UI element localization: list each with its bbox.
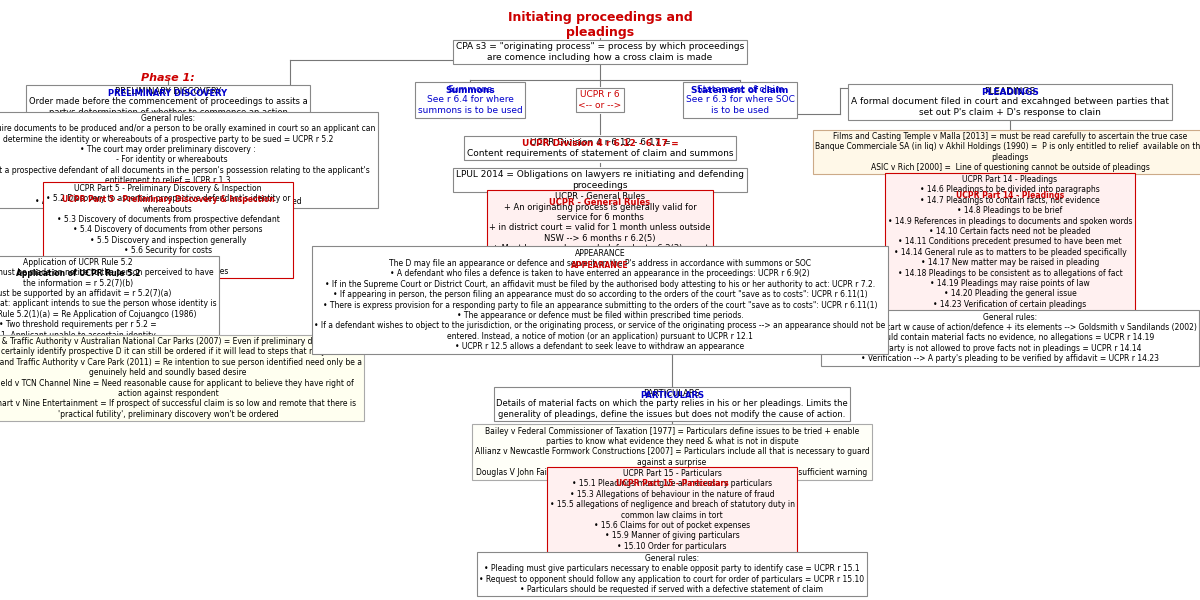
Text: PLEADINGS
A formal document filed in court and excahnged between parties that
se: PLEADINGS A formal document filed in cou… bbox=[851, 87, 1169, 117]
Text: UCPR Part 15 - Particulars
• 15.1 Pleadings must give all necessary particulars
: UCPR Part 15 - Particulars • 15.1 Pleadi… bbox=[550, 469, 794, 551]
Text: Initiating proceedings and
pleadings: Initiating proceedings and pleadings bbox=[508, 11, 692, 39]
Text: Application of UCPR Rule 5.2: Application of UCPR Rule 5.2 bbox=[16, 269, 140, 278]
Text: PARTICULARS
Details of material facts on which the party relies in his or her pl: PARTICULARS Details of material facts on… bbox=[496, 389, 848, 419]
Text: Summons: Summons bbox=[445, 86, 494, 95]
Text: PLEADINGS: PLEADINGS bbox=[982, 88, 1039, 97]
Text: UCPR Division 4 r 6.12 - 6.17 =: UCPR Division 4 r 6.12 - 6.17 = bbox=[522, 139, 678, 148]
Text: PRELIMINARY DISCOVERY: PRELIMINARY DISCOVERY bbox=[108, 89, 228, 98]
Text: PARTICULARS: PARTICULARS bbox=[640, 391, 704, 400]
Text: LPUL 2014 = Obligations on lawyers re initiating and defending
proceedings: LPUL 2014 = Obligations on lawyers re in… bbox=[456, 170, 744, 190]
Text: Statement of claim: Statement of claim bbox=[691, 86, 788, 95]
Text: Phase 1:: Phase 1: bbox=[142, 73, 194, 83]
Text: CPA s3 = "originating process" = process by which proceedings
are comence includ: CPA s3 = "originating process" = process… bbox=[456, 42, 744, 62]
Text: General rules:
• Pleading must give particulars necessary to enable opposit part: General rules: • Pleading must give part… bbox=[480, 554, 864, 594]
Text: General rules:
• Pleader must start w cause of action/defence + its elements -->: General rules: • Pleader must start w ca… bbox=[823, 313, 1196, 363]
Text: UCPR Part 15 - Particulars: UCPR Part 15 - Particulars bbox=[616, 479, 728, 488]
Text: Films and Casting Temple v Malla [2013] = must be read carefully to ascertain th: Films and Casting Temple v Malla [2013] … bbox=[815, 132, 1200, 172]
Text: UCPR Part 5 - Preliminary Discovery & Inspection
• 5.2 Discovery to ascertain pr: UCPR Part 5 - Preliminary Discovery & In… bbox=[46, 184, 290, 276]
Text: PRELIMINARY DISCOVERY
Order made before the commencement of proceedings to assit: PRELIMINARY DISCOVERY Order made before … bbox=[29, 87, 307, 117]
Text: UCPR - General Rules: UCPR - General Rules bbox=[550, 198, 650, 208]
Text: UCPR r 6
<-- or -->: UCPR r 6 <-- or --> bbox=[578, 90, 622, 110]
Text: APPEARANCE: APPEARANCE bbox=[571, 261, 629, 270]
Text: UCPR Part 14 - Pleadings: UCPR Part 14 - Pleadings bbox=[956, 191, 1064, 200]
Text: UCPR Part 14 - Pleadings
• 14.6 Pleadings to be divided into paragraphs
• 14.7 P: UCPR Part 14 - Pleadings • 14.6 Pleading… bbox=[888, 175, 1133, 309]
Text: Application of UCPR Rule 5.2
• Application must be made on notice to the person : Application of UCPR Rule 5.2 • Applicati… bbox=[0, 258, 216, 350]
Text: Roads & Traffic Authority v Australian National Car Parks (2007) = Even if preli: Roads & Traffic Authority v Australian N… bbox=[0, 337, 362, 419]
Text: UCPR - General Rules
+ An originating process is generally valid for
service for: UCPR - General Rules + An originating pr… bbox=[490, 192, 710, 263]
Text: APPEARANCE
The D may file an appearance or defence and serve it on the P's addre: APPEARANCE The D may file an appearance … bbox=[314, 248, 886, 351]
Text: General rules:
• Can require documents to be produced and/or a person to be oral: General rules: • Can require documents t… bbox=[0, 114, 376, 206]
Text: UCPR Division 4 r 6.12 - 6.17 =
Content requirements of statement of claim and s: UCPR Division 4 r 6.12 - 6.17 = Content … bbox=[467, 138, 733, 158]
Text: UCPR Part 5 - Preliminary Discovery & Inspection: UCPR Part 5 - Preliminary Discovery & In… bbox=[61, 194, 275, 203]
Text: Summons
See r 6.4 for where
summons is to be used: Summons See r 6.4 for where summons is t… bbox=[418, 85, 522, 115]
Text: Bailey v Federal Commissioner of Taxation [1977] = Particulars define issues to : Bailey v Federal Commissioner of Taxatio… bbox=[475, 427, 869, 478]
Text: Statement of claim
See r 6.3 for where SOC
is to be used: Statement of claim See r 6.3 for where S… bbox=[685, 85, 794, 115]
